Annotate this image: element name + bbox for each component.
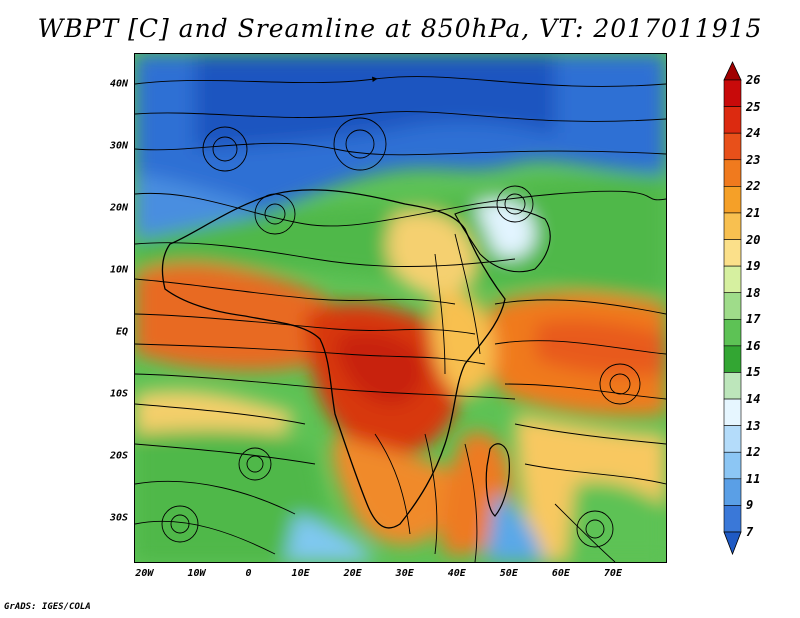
- colorbar-label: 7: [746, 525, 754, 539]
- colorbar-label: 14: [746, 392, 761, 407]
- colorbar-segment: [723, 106, 742, 134]
- colorbar-label: 17: [746, 312, 761, 327]
- colorbar-segment: [723, 132, 742, 161]
- lat-label: 20S: [109, 450, 128, 462]
- lon-label: 60E: [551, 568, 570, 579]
- lon-label: 10W: [187, 568, 206, 579]
- colorbar-label: 13: [746, 418, 761, 433]
- lat-label: 10N: [109, 264, 128, 276]
- colorbar-label: 12: [746, 445, 761, 460]
- colorbar-segment: [723, 372, 742, 400]
- colorbar-label: 22: [746, 179, 761, 194]
- lat-label: 30N: [109, 140, 128, 152]
- lat-label: 40N: [109, 78, 128, 90]
- colorbar-segment: [723, 398, 742, 426]
- colorbar-label: 24: [746, 126, 761, 141]
- lat-label: 20N: [109, 202, 128, 214]
- colorbar-label: 15: [746, 365, 761, 380]
- footer-credit: GrADS: IGES/COLA: [4, 602, 91, 612]
- colorbar-segment: [723, 265, 742, 294]
- colorbar-segment: [723, 318, 742, 347]
- colorbar-segment: [723, 478, 742, 506]
- arabia-outline: [454, 206, 551, 273]
- colorbar-segment: [723, 425, 742, 453]
- colorbar-top-arrow: [723, 61, 742, 81]
- lon-label: 70E: [603, 568, 622, 579]
- lon-label: 20W: [135, 568, 154, 579]
- streamlines: [135, 76, 666, 562]
- colorbar-segment: [723, 212, 742, 240]
- map-title: WBPT [C] and Sreamline at 850hPa, VT: 20…: [37, 14, 763, 43]
- lon-label: 10E: [291, 568, 310, 579]
- colorbar-segment: [723, 79, 742, 107]
- weather-map: [134, 53, 667, 563]
- colorbar-label: 21: [746, 205, 761, 220]
- colorbar-label: 9: [746, 498, 754, 513]
- colorbar-segment: [723, 292, 742, 320]
- madagascar-outline: [485, 443, 510, 517]
- colorbar-segment: [723, 159, 742, 187]
- colorbar-label: 11: [746, 471, 761, 486]
- lon-label: 30E: [395, 568, 414, 579]
- africa-coastline: [161, 189, 506, 529]
- colorbar-segment: [723, 505, 742, 533]
- lon-label: 20E: [343, 568, 362, 579]
- colorbar-label: 20: [746, 232, 761, 247]
- lat-label: 10S: [109, 388, 128, 400]
- lon-label: 40E: [447, 568, 466, 579]
- colorbar-label: 19: [746, 259, 761, 274]
- lat-label: EQ: [115, 326, 128, 338]
- colorbar-segment: [723, 345, 742, 373]
- colorbar-label: 18: [746, 285, 761, 300]
- wbpt-field: [135, 54, 666, 562]
- colorbar-label: 23: [746, 152, 761, 167]
- colorbar-label: 25: [746, 99, 761, 114]
- lat-label: 30S: [109, 512, 128, 524]
- colorbar-bottom-arrow: [723, 531, 742, 556]
- colorbar-segment: [723, 186, 742, 214]
- colorbar-label: 16: [746, 338, 761, 353]
- lon-label: 0: [245, 568, 252, 579]
- lon-label: 50E: [499, 568, 518, 579]
- colorbar-segment: [723, 451, 742, 480]
- colorbar-segment: [723, 239, 742, 267]
- colorbar-label: 26: [746, 73, 761, 87]
